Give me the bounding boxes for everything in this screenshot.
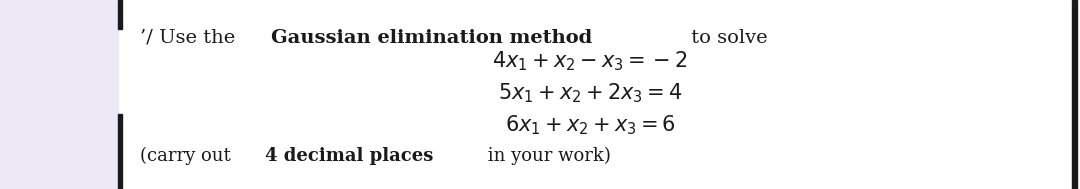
- Text: $5x_1 + x_2 + 2x_3 = 4$: $5x_1 + x_2 + 2x_3 = 4$: [498, 81, 683, 105]
- Text: $6x_1 + x_2 + x_3 = 6$: $6x_1 + x_2 + x_3 = 6$: [504, 113, 675, 137]
- Text: ’/ Use the: ’/ Use the: [140, 29, 242, 47]
- Text: (carry out: (carry out: [140, 147, 237, 165]
- Text: in your work): in your work): [482, 147, 610, 165]
- Bar: [118, 114, 122, 189]
- Text: Gaussian elimination method: Gaussian elimination method: [271, 29, 592, 47]
- Text: $4x_1 + x_2 - x_3 = -2$: $4x_1 + x_2 - x_3 = -2$: [492, 49, 688, 73]
- Text: 4 decimal places: 4 decimal places: [265, 147, 433, 165]
- Text: to solve: to solve: [686, 29, 768, 47]
- Bar: [118, 0, 122, 29]
- Bar: [0, 0, 118, 189]
- Bar: [1072, 0, 1077, 189]
